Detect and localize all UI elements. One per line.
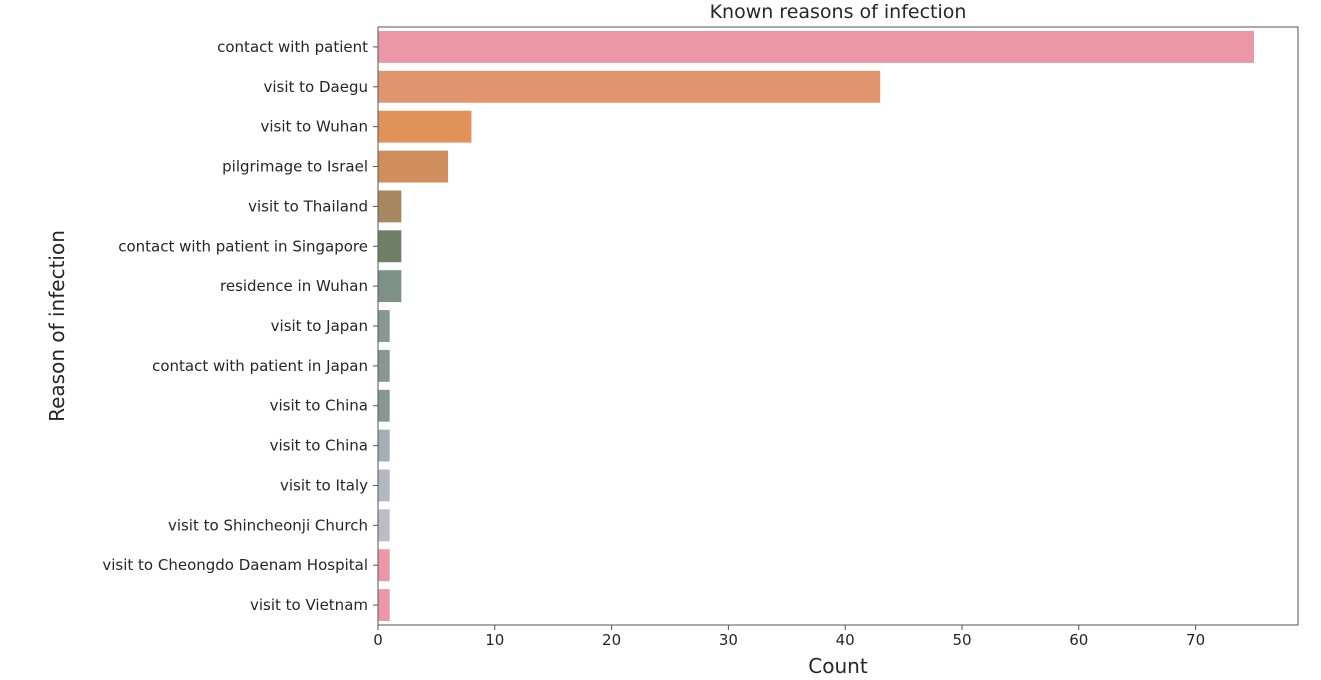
y-tick-label: visit to Daegu [263,78,368,96]
plot-frame [377,26,1299,626]
bars-layer [378,30,1254,622]
x-tick-label: 10 [485,631,504,649]
x-tick-label: 50 [952,631,971,649]
bar [378,469,390,502]
y-tick-label: pilgrimage to Israel [222,158,368,176]
bar [378,230,402,263]
y-tick-label: visit to China [270,437,368,455]
y-tick-label: visit to Cheongdo Daenam Hospital [102,556,368,574]
bar [378,389,390,422]
bar [378,349,390,382]
x-tick-label: 40 [836,631,855,649]
y-tick-label: visit to Vietnam [250,596,368,614]
y-axis-label: Reason of infection [45,230,69,422]
bar [378,70,881,103]
y-tick-label: visit to Shincheonji Church [168,516,368,534]
x-tick-label: 30 [719,631,738,649]
chart-title: Known reasons of infection [710,1,967,23]
bar [378,190,402,223]
x-tick-labels: 0 10 20 30 40 50 60 70 [373,625,1205,649]
x-tick-label: 0 [373,631,383,649]
y-tick-label: contact with patient in Japan [152,357,368,375]
y-tick-label: residence in Wuhan [220,277,368,295]
x-tick-label: 70 [1186,631,1205,649]
bar [378,110,472,143]
bar [378,150,449,183]
bar [378,310,390,342]
y-tick-label: visit to Thailand [248,197,368,215]
bar [378,589,390,622]
bar [378,30,1254,63]
y-tick-label: contact with patient [217,38,368,56]
y-tick-label: visit to China [270,397,368,415]
bar [378,509,390,542]
y-tick-label: visit to Japan [271,317,368,335]
x-tick-label: 60 [1069,631,1088,649]
x-axis-label: Count [808,654,868,678]
bar [378,549,390,582]
y-tick-labels: contact with patient visit to Daegu visit … [102,38,378,614]
x-tick-label: 20 [602,631,621,649]
bar [378,429,390,462]
y-tick-label: visit to Italy [280,476,368,494]
y-tick-label: contact with patient in Singapore [118,237,368,255]
bar [378,270,402,303]
y-tick-label: visit to Wuhan [260,118,368,136]
